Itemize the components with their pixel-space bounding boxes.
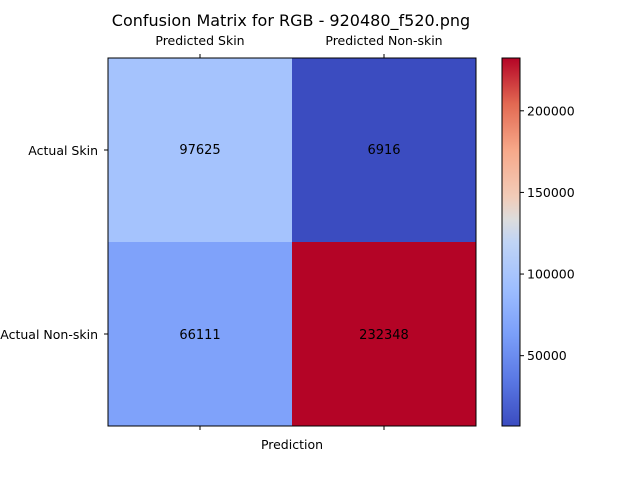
plot-frame [107, 57, 477, 427]
x-axis-label: Prediction [261, 437, 323, 452]
chart-title: Confusion Matrix for RGB - 920480_f520.p… [112, 11, 470, 31]
heatmap-cell-r0-c1 [292, 58, 476, 242]
axis-ticks [104, 54, 385, 430]
col-label-predicted-skin: Predicted Skin [155, 33, 244, 48]
col-label-predicted-non-skin: Predicted Non-skin [325, 33, 442, 48]
row-label-actual-skin: Actual Skin [28, 143, 98, 158]
colorbar-ticks: 50000 100000 150000 200000 [520, 103, 575, 363]
colorbar-tick-label-150000: 150000 [527, 185, 575, 200]
heatmap-cells [108, 58, 476, 426]
cell-value-actual-non-skin-predicted-skin: 66111 [179, 328, 220, 343]
colorbar [501, 57, 521, 427]
cell-value-actual-non-skin-predicted-non-skin: 232348 [359, 328, 409, 343]
colorbar-tick-label-200000: 200000 [527, 103, 575, 118]
heatmap-cell-r1-c0 [108, 242, 292, 426]
cell-value-actual-skin-predicted-non-skin: 6916 [367, 143, 400, 158]
colorbar-tick-label-100000: 100000 [527, 267, 575, 282]
heatmap-cell-r1-c1 [292, 242, 476, 426]
heatmap-cell-r0-c0 [108, 58, 292, 242]
row-label-actual-non-skin: Actual Non-skin [0, 327, 98, 342]
colorbar-tick-label-50000: 50000 [527, 348, 567, 363]
cell-value-actual-skin-predicted-skin: 97625 [179, 143, 220, 158]
